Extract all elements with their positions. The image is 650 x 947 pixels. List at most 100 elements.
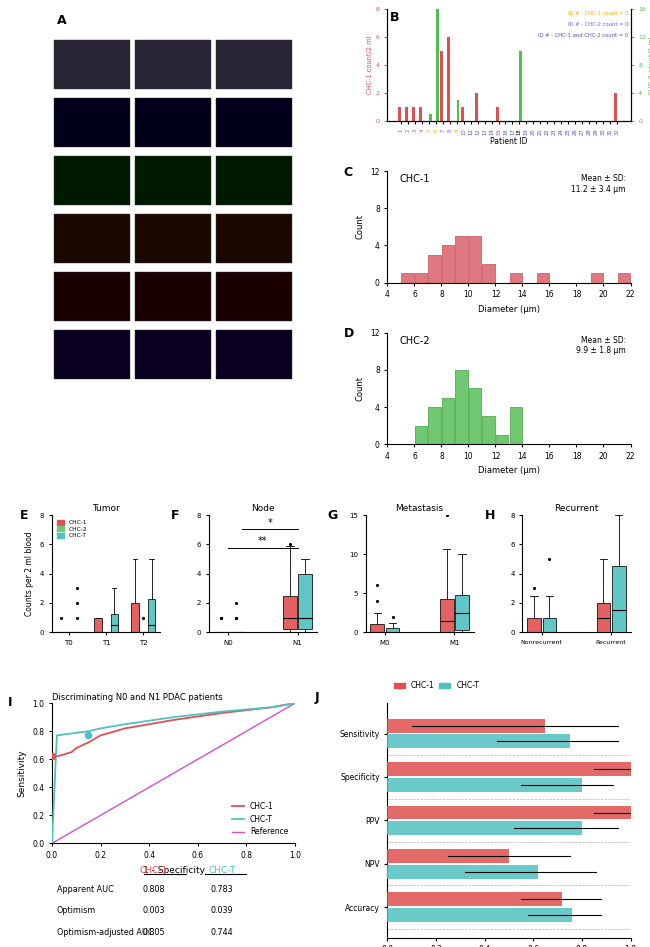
Text: 0.744: 0.744 <box>211 928 233 938</box>
Text: BF: BF <box>40 62 48 66</box>
X-axis label: Patient ID: Patient ID <box>490 136 528 146</box>
CHC-T <box>121 719 129 730</box>
Bar <box>482 264 495 282</box>
Bar <box>612 566 625 633</box>
CHC-1 <box>84 737 92 748</box>
CHC-T <box>53 730 60 742</box>
Bar <box>510 407 522 444</box>
Text: A: A <box>57 14 66 27</box>
Bar <box>216 156 292 205</box>
Bar <box>135 98 211 147</box>
Bar <box>496 435 508 444</box>
Text: 0.805: 0.805 <box>143 928 165 938</box>
Bar <box>387 762 630 777</box>
Bar <box>387 908 572 922</box>
X-axis label: 1 - Specificity: 1 - Specificity <box>142 866 205 874</box>
Text: I: I <box>8 696 13 709</box>
Text: **: ** <box>258 536 268 546</box>
Bar <box>618 274 630 282</box>
Bar <box>370 624 384 633</box>
CHC-1 <box>170 714 177 725</box>
Title: Tumor: Tumor <box>92 504 120 513</box>
Text: H: H <box>484 509 495 522</box>
Text: F: F <box>171 509 179 522</box>
CHC-1 <box>72 742 80 754</box>
Bar <box>216 330 292 379</box>
Y-axis label: Count: Count <box>356 214 365 240</box>
Title: Recurrent: Recurrent <box>554 504 599 513</box>
CHC-1 <box>97 730 105 742</box>
Text: B: B <box>390 10 399 24</box>
Title: Metastasis: Metastasis <box>396 504 444 513</box>
Bar <box>387 892 562 906</box>
Text: Discriminating N0 and N1 PDAC patients: Discriminating N0 and N1 PDAC patients <box>52 693 223 703</box>
Bar <box>429 114 432 121</box>
Bar <box>461 107 463 121</box>
Bar <box>614 93 617 121</box>
CHC-1 <box>53 751 60 762</box>
Bar <box>131 603 139 633</box>
Text: G: G <box>328 509 338 522</box>
Y-axis label: Count: Count <box>356 376 365 401</box>
CHC-1 <box>218 707 226 719</box>
CHC-T <box>267 702 275 713</box>
Bar <box>482 417 495 444</box>
Text: CHC-2: CHC-2 <box>161 15 187 25</box>
Bar <box>135 214 211 263</box>
Bar <box>111 614 118 633</box>
X-axis label: Diameter (μm): Diameter (μm) <box>478 467 540 475</box>
Text: E: E <box>20 509 28 522</box>
CHC-T <box>97 723 105 734</box>
Legend: CHC-1, CHC-2, CHC-T: CHC-1, CHC-2, CHC-T <box>55 518 88 540</box>
CHC-T <box>48 838 56 849</box>
Text: 0.808: 0.808 <box>143 884 165 894</box>
Bar <box>475 93 478 121</box>
Bar <box>135 272 211 321</box>
Bar <box>496 107 499 121</box>
Bar <box>216 272 292 321</box>
CHC-T <box>291 698 299 709</box>
Text: CHC-2: CHC-2 <box>400 336 430 346</box>
Y-axis label: CHC-1 count/2 ml: CHC-1 count/2 ml <box>367 36 373 95</box>
Bar <box>519 51 522 121</box>
Bar <box>298 574 312 629</box>
Bar <box>148 599 155 633</box>
Bar <box>419 107 422 121</box>
Bar <box>456 370 468 444</box>
Bar <box>94 617 101 633</box>
Bar <box>440 599 454 633</box>
Bar <box>53 98 130 147</box>
Bar <box>53 214 130 263</box>
Bar <box>406 107 408 121</box>
Line: CHC-T: CHC-T <box>52 704 295 844</box>
Bar <box>469 236 482 282</box>
Text: ID # - CHC-1 and CHC-2 count = 0: ID # - CHC-1 and CHC-2 count = 0 <box>538 33 628 38</box>
Bar <box>442 245 454 282</box>
Bar <box>510 274 522 282</box>
Text: E-cadherin: E-cadherin <box>43 221 48 255</box>
Bar <box>456 236 468 282</box>
CHC-1 <box>291 698 299 709</box>
Bar <box>283 596 297 629</box>
Bar <box>428 255 441 282</box>
Bar <box>455 595 469 631</box>
CHC-1 <box>267 702 275 713</box>
Bar <box>53 330 130 379</box>
Text: 0.003: 0.003 <box>143 906 165 916</box>
Bar <box>135 40 211 89</box>
Bar <box>402 274 414 282</box>
Bar <box>436 9 439 121</box>
Legend: CHC-1, CHC-T: CHC-1, CHC-T <box>391 679 482 692</box>
Bar <box>135 330 211 379</box>
Text: ID # - CHC-2 count = 0: ID # - CHC-2 count = 0 <box>567 22 628 27</box>
Bar <box>216 214 292 263</box>
Legend: CHC-1, CHC-T, Reference: CHC-1, CHC-T, Reference <box>229 798 291 839</box>
Bar <box>469 388 482 444</box>
Text: C: C <box>344 166 353 179</box>
Bar <box>216 98 292 147</box>
CHC-1 <box>68 746 75 758</box>
Bar <box>387 719 545 733</box>
Text: Merge: Merge <box>29 351 48 356</box>
CHC-T <box>170 711 177 723</box>
Text: Apparent AUC: Apparent AUC <box>57 884 114 894</box>
